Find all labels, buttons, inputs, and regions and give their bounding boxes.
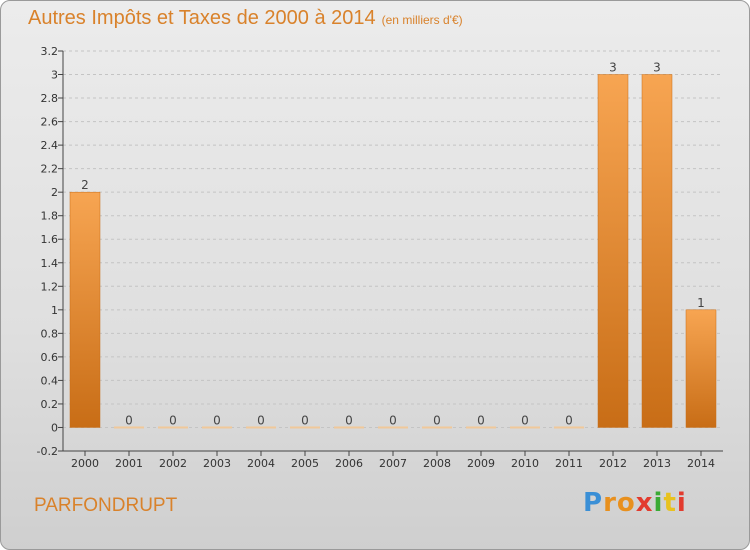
x-tick-label: 2009 bbox=[467, 457, 495, 470]
y-tick-label: 1.8 bbox=[41, 210, 59, 223]
y-tick-label: 0.4 bbox=[41, 374, 59, 387]
logo-letter: x bbox=[635, 488, 654, 518]
bar bbox=[290, 426, 320, 429]
logo-letter: o bbox=[616, 488, 636, 518]
x-tick-label: 2008 bbox=[423, 457, 451, 470]
x-tick-label: 2004 bbox=[247, 457, 275, 470]
x-tick-label: 2010 bbox=[511, 457, 539, 470]
value-label: 0 bbox=[125, 413, 133, 427]
value-label: 0 bbox=[521, 413, 529, 427]
bar bbox=[554, 426, 584, 429]
bar bbox=[246, 426, 276, 429]
x-tick-label: 2014 bbox=[687, 457, 715, 470]
y-tick-label: 3.2 bbox=[41, 45, 59, 58]
bar bbox=[334, 426, 364, 429]
y-tick-label: 2.2 bbox=[41, 163, 59, 176]
bar bbox=[510, 426, 540, 429]
y-tick-label: 3 bbox=[51, 69, 58, 82]
x-axis: 2000 2001 2002 2003 2004 2005 2006 2007 2008 2009… bbox=[63, 450, 723, 470]
y-axis: -0.2 0 0.2 0.4 0.6 0.8 1 1.2 1.4 1.6 1.8 2 2.2 2.4 2.6… bbox=[37, 45, 64, 458]
chart-title: Autres Impôts et Taxes de 2000 à 2014 (en… bbox=[28, 7, 463, 30]
bar bbox=[158, 426, 188, 429]
bar bbox=[202, 426, 232, 429]
bar bbox=[641, 74, 673, 428]
y-tick-label: 0.8 bbox=[41, 327, 59, 340]
y-tick-label: 2.4 bbox=[41, 139, 59, 152]
city-name: PARFONDRUPT bbox=[34, 495, 178, 516]
x-tick-label: 2012 bbox=[599, 457, 627, 470]
y-tick-label: 0 bbox=[51, 421, 58, 434]
proxiti-logo: Proxiti bbox=[583, 488, 687, 518]
bar bbox=[466, 426, 496, 429]
value-label: 3 bbox=[609, 61, 617, 75]
x-tick-label: 2005 bbox=[291, 457, 319, 470]
y-tick-label: 1.2 bbox=[41, 280, 59, 293]
y-tick-label: 0.2 bbox=[41, 398, 59, 411]
bar bbox=[114, 426, 144, 429]
y-tick-label: 0.6 bbox=[41, 351, 59, 364]
x-tick-label: 2002 bbox=[159, 457, 187, 470]
logo-letter: P bbox=[583, 488, 604, 518]
bar bbox=[69, 191, 101, 428]
y-tick-label: -0.2 bbox=[37, 445, 58, 458]
logo-letter: i bbox=[676, 488, 687, 518]
x-tick-label: 2007 bbox=[379, 457, 407, 470]
value-label: 0 bbox=[433, 413, 441, 427]
x-tick-label: 2001 bbox=[115, 457, 143, 470]
logo-letter: i bbox=[653, 488, 664, 518]
y-tick-label: 1.4 bbox=[41, 257, 59, 270]
y-tick-label: 2.6 bbox=[41, 116, 59, 129]
bar bbox=[597, 74, 629, 428]
x-tick-label: 2006 bbox=[335, 457, 363, 470]
chart-subtitle: (en milliers d'€) bbox=[381, 13, 463, 27]
bars bbox=[69, 74, 717, 429]
x-tick-label: 2003 bbox=[203, 457, 231, 470]
x-tick-label: 2000 bbox=[71, 457, 99, 470]
y-tick-label: 2.8 bbox=[41, 92, 59, 105]
y-tick-label: 1 bbox=[51, 304, 58, 317]
value-label: 0 bbox=[477, 413, 485, 427]
value-label: 0 bbox=[389, 413, 397, 427]
value-label: 1 bbox=[697, 296, 705, 310]
y-tick-label: 2 bbox=[51, 186, 58, 199]
bar bbox=[685, 309, 717, 428]
value-label: 0 bbox=[257, 413, 265, 427]
x-tick-label: 2011 bbox=[555, 457, 583, 470]
logo-letter: r bbox=[603, 488, 617, 518]
value-label: 2 bbox=[81, 178, 89, 192]
value-label: 3 bbox=[653, 61, 661, 75]
value-label: 0 bbox=[301, 413, 309, 427]
value-label: 0 bbox=[345, 413, 353, 427]
value-label: 0 bbox=[565, 413, 573, 427]
x-tick-label: 2013 bbox=[643, 457, 671, 470]
bar bbox=[422, 426, 452, 429]
bar bbox=[378, 426, 408, 429]
value-label: 0 bbox=[213, 413, 221, 427]
logo-letter: t bbox=[663, 488, 677, 518]
y-tick-label: 1.6 bbox=[41, 233, 59, 246]
value-labels: 2 0 0 0 0 0 0 0 0 0 0 0 3 3 1 bbox=[81, 61, 705, 428]
value-label: 0 bbox=[169, 413, 177, 427]
chart-title-text: Autres Impôts et Taxes de 2000 à 2014 bbox=[28, 7, 376, 29]
